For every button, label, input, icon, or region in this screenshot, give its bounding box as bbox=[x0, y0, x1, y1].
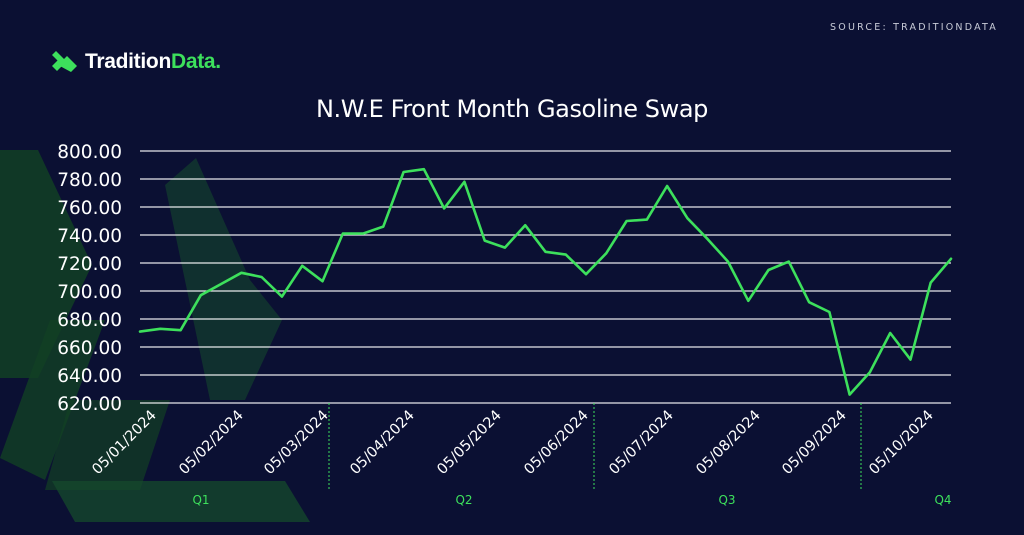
deco-chevron-left bbox=[0, 150, 92, 378]
y-tick-label: 780.00 bbox=[57, 170, 122, 191]
y-tick-label: 760.00 bbox=[57, 198, 122, 219]
y-tick-label: 680.00 bbox=[57, 310, 122, 331]
x-tick-label: 05/01/2024 bbox=[89, 408, 159, 478]
y-tick-label: 700.00 bbox=[57, 282, 122, 303]
y-tick-label: 660.00 bbox=[57, 338, 122, 359]
x-tick-label: 05/05/2024 bbox=[434, 408, 504, 478]
x-tick-label: 05/06/2024 bbox=[521, 408, 591, 478]
x-tick-label: 05/07/2024 bbox=[606, 408, 676, 478]
x-tick-label: 05/09/2024 bbox=[779, 408, 849, 478]
x-tick-label: 05/08/2024 bbox=[693, 408, 763, 478]
deco-chevron-mid bbox=[165, 158, 282, 400]
x-tick-label: 05/03/2024 bbox=[261, 408, 331, 478]
deco-stripe-bottom bbox=[45, 400, 170, 490]
y-tick-label: 620.00 bbox=[57, 394, 122, 415]
y-tick-label: 720.00 bbox=[57, 254, 122, 275]
quarter-label: Q3 bbox=[718, 493, 735, 507]
deco-bar-bottom bbox=[52, 481, 310, 522]
x-tick-label: 05/04/2024 bbox=[347, 408, 417, 478]
quarter-label: Q1 bbox=[192, 493, 209, 507]
deco-stripe-lower bbox=[0, 320, 105, 480]
source-label: SOURCE: TRADITIONDATA bbox=[830, 22, 998, 33]
y-tick-label: 800.00 bbox=[57, 142, 122, 163]
y-tick-label: 740.00 bbox=[57, 226, 122, 247]
x-tick-label: 05/10/2024 bbox=[866, 408, 936, 478]
quarter-label: Q2 bbox=[455, 493, 472, 507]
y-tick-label: 640.00 bbox=[57, 366, 122, 387]
x-tick-label: 05/02/2024 bbox=[176, 408, 246, 478]
logo-wordmark: TraditionData. bbox=[85, 50, 221, 73]
quarter-label: Q4 bbox=[934, 493, 951, 507]
chart-title: N.W.E Front Month Gasoline Swap bbox=[315, 95, 708, 123]
tradition-data-logo: TraditionData. bbox=[52, 50, 221, 74]
logo-icon bbox=[52, 51, 77, 72]
series-line bbox=[138, 167, 953, 396]
